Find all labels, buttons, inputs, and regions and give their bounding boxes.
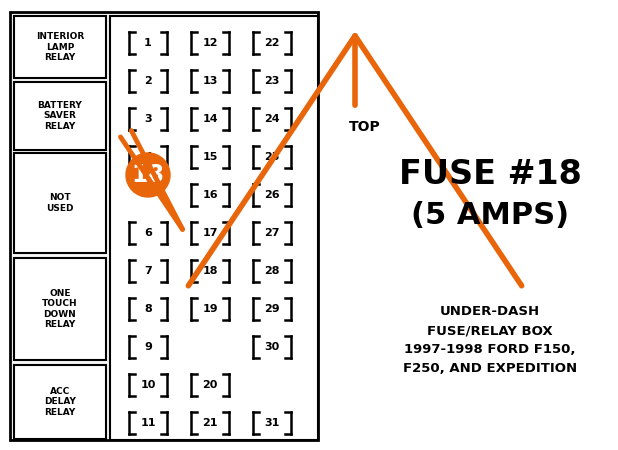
Bar [128,144,168,170]
Text: 14: 14 [202,114,218,124]
Text: 12: 12 [202,38,218,48]
Text: 7: 7 [144,266,152,276]
Bar [252,220,292,246]
Text: 16: 16 [202,190,218,200]
Bar [128,296,168,322]
Bar [252,410,292,436]
Text: 18: 18 [202,266,218,276]
Bar [14,16,106,78]
Bar [14,365,106,439]
Bar [128,410,168,436]
Text: 23: 23 [265,76,280,86]
Text: 1: 1 [144,38,152,48]
Bar [190,258,230,284]
Text: 25: 25 [265,152,280,162]
Text: 22: 22 [265,38,280,48]
Text: ACC
DELAY
RELAY: ACC DELAY RELAY [44,387,76,417]
Text: 30: 30 [265,342,279,352]
Text: 28: 28 [265,266,280,276]
Bar [128,372,168,398]
Bar [190,296,230,322]
Bar [190,182,230,208]
Text: 31: 31 [265,418,280,428]
Bar [252,182,292,208]
Bar [190,220,230,246]
Bar [128,30,168,56]
Text: 24: 24 [264,114,280,124]
Text: 2: 2 [144,76,152,86]
Text: FUSE #18: FUSE #18 [399,158,582,192]
Text: 26: 26 [264,190,280,200]
Text: 6: 6 [144,228,152,238]
Bar [190,30,230,56]
Text: 18: 18 [132,163,164,187]
Bar [190,410,230,436]
Text: 15: 15 [202,152,218,162]
Text: 10: 10 [140,380,156,390]
Text: INTERIOR
LAMP
RELAY: INTERIOR LAMP RELAY [36,32,84,62]
Text: NOT
USED: NOT USED [46,194,74,213]
Bar [14,82,106,150]
Text: 3: 3 [144,114,152,124]
Bar [10,12,318,440]
Bar [110,16,318,440]
Bar [128,334,168,360]
Bar [128,106,168,132]
Bar [14,153,106,253]
Bar [128,220,168,246]
Bar [252,106,292,132]
Text: ONE
TOUCH
DOWN
RELAY: ONE TOUCH DOWN RELAY [42,289,78,329]
Bar [252,68,292,94]
Bar [252,30,292,56]
Bar [190,144,230,170]
Text: 19: 19 [202,304,218,314]
Text: (5 AMPS): (5 AMPS) [411,201,569,230]
Text: easyautodiagnostics.com: easyautodiagnostics.com [155,232,285,328]
Text: 13: 13 [202,76,218,86]
Bar [252,334,292,360]
Bar [128,258,168,284]
Text: 17: 17 [202,228,218,238]
Text: 29: 29 [264,304,280,314]
Bar [252,144,292,170]
Bar [190,106,230,132]
Text: 4: 4 [144,152,152,162]
Text: 8: 8 [144,304,152,314]
Text: 20: 20 [202,380,218,390]
Circle shape [126,153,170,197]
Bar [190,68,230,94]
Text: UNDER-DASH
FUSE/RELAY BOX
1997-1998 FORD F150,
F250, AND EXPEDITION: UNDER-DASH FUSE/RELAY BOX 1997-1998 FORD… [403,305,577,375]
Bar [252,296,292,322]
Text: BATTERY
SAVER
RELAY: BATTERY SAVER RELAY [38,101,82,131]
Text: TOP: TOP [349,120,381,134]
Text: 27: 27 [265,228,280,238]
Text: 11: 11 [140,418,156,428]
Bar [14,258,106,360]
Text: 9: 9 [144,342,152,352]
Text: 21: 21 [202,418,218,428]
Bar [252,258,292,284]
Bar [190,372,230,398]
Bar [128,68,168,94]
